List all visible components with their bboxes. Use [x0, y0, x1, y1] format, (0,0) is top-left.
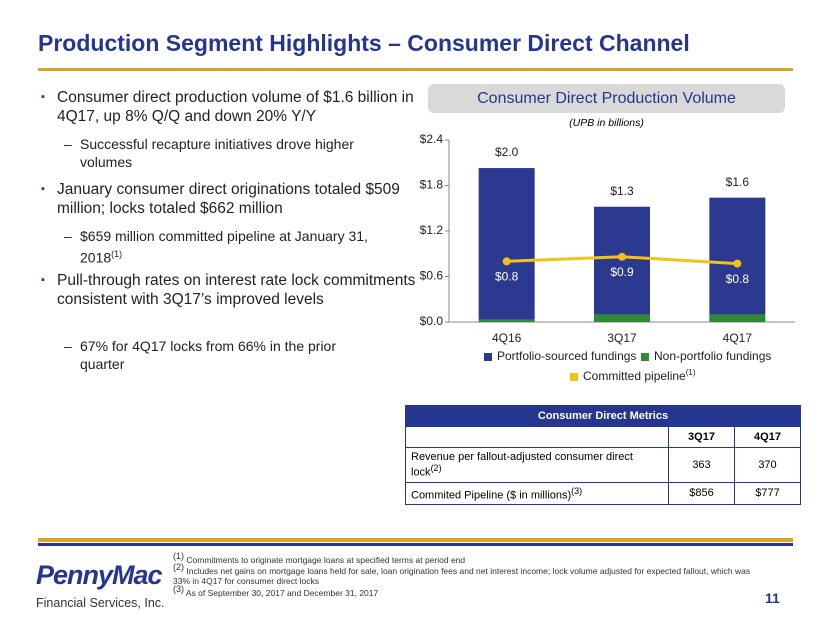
y-tick-label: $0.6	[420, 269, 444, 283]
bullet-text: Consumer direct production volume of $1.…	[57, 89, 414, 125]
bar	[709, 197, 766, 315]
chart-title: Consumer Direct Production Volume	[428, 84, 785, 113]
legend-note: (1)	[686, 368, 696, 377]
legend-name: Committed pipeline	[583, 369, 686, 383]
legend-label: Non-portfolio fundings	[654, 349, 771, 363]
point	[733, 259, 742, 268]
note: (3)	[571, 485, 583, 496]
bar	[709, 314, 766, 322]
legend-label: Committed pipeline(1)	[583, 368, 696, 383]
note: (1)	[111, 249, 123, 259]
footnote: (2) Includes net gains on mortgage loans…	[173, 562, 763, 586]
total-label: $1.6	[726, 175, 750, 189]
cell: 363	[668, 447, 735, 483]
bullet: January consumer direct originations tot…	[41, 180, 417, 218]
text: Includes net gains on mortgage loans hel…	[173, 565, 751, 586]
y-tick-label: $2.4	[420, 132, 444, 146]
x-tick-label: 4Q16	[492, 331, 522, 345]
row-label: Revenue per fallout-adjusted consumer di…	[405, 447, 669, 483]
footer-rule	[38, 543, 793, 546]
total-label: $1.3	[610, 184, 634, 198]
bullet-text: January consumer direct originations tot…	[57, 181, 400, 217]
footnote: (1) Commitments to originate mortgage lo…	[173, 551, 763, 565]
bullet-text: Successful recapture initiatives drove h…	[80, 136, 354, 170]
logo-tagline: Financial Services, Inc.	[36, 596, 165, 610]
bar	[478, 319, 535, 322]
label: Commited Pipeline ($ in millions)	[411, 489, 572, 502]
page-number: 11	[765, 590, 780, 606]
value-label: $0.8	[495, 270, 519, 284]
bar	[478, 168, 535, 320]
point	[502, 257, 511, 266]
value-label: $0.9	[610, 265, 634, 279]
point	[618, 252, 626, 261]
cell: 370	[734, 447, 801, 483]
table-title: Consumer Direct Metrics	[405, 405, 801, 427]
footnote: (3) As of September 30, 2017 and Decembe…	[173, 584, 763, 598]
text: Commitments to originate mortgage loans …	[186, 554, 466, 565]
mark: (1)	[173, 551, 184, 561]
bullet-text: 67% for 4Q17 locks from 66% in the prior…	[80, 338, 337, 372]
y-tick-label: $0.0	[420, 314, 444, 328]
x-tick-label: 3Q17	[607, 331, 637, 345]
label: Revenue per fallout-adjusted consumer di…	[411, 451, 633, 479]
footer-rule	[38, 538, 793, 542]
mark: (2)	[173, 562, 184, 572]
bullet: $659 million committed pipeline at Janua…	[64, 227, 380, 267]
bar	[594, 314, 650, 322]
legend-swatch	[570, 373, 578, 381]
title: Production Segment Highlights – Consumer…	[38, 30, 690, 56]
bullet-text: $659 million committed pipeline at Janua…	[80, 228, 368, 266]
legend-swatch	[484, 353, 492, 361]
legend-name: Portfolio-sourced fundings	[497, 349, 636, 363]
y-tick-label: $1.2	[420, 223, 444, 237]
chart: $0.0 $0.6 $1.2 $1.8 $2.4 4Q16 $2.0 3Q17 $1.3 4Q17…	[420, 132, 795, 383]
row-label: Commited Pipeline ($ in millions)(3)	[405, 481, 669, 506]
mark: (3)	[173, 584, 184, 594]
column-header: 3Q17	[668, 426, 735, 448]
cell: $856	[668, 481, 735, 506]
total-label: $2.0	[495, 145, 519, 159]
logo: PennyMac	[36, 560, 163, 590]
title-rule	[38, 68, 793, 71]
legend-name: Non-portfolio fundings	[654, 349, 771, 363]
metrics-table: Consumer Direct Metrics 3Q17 4Q17 Revenue…	[405, 405, 801, 506]
legend-label: Portfolio-sourced fundings	[497, 349, 636, 363]
legend-swatch	[641, 353, 649, 361]
bullet-text: Pull-through rates on interest rate lock…	[57, 272, 416, 308]
x-tick-label: 4Q17	[723, 331, 753, 345]
bullet: 67% for 4Q17 locks from 66% in the prior…	[64, 337, 380, 373]
text: As of September 30, 2017 and December 31…	[185, 587, 379, 598]
bullet: Consumer direct production volume of $1.…	[41, 88, 417, 126]
column-header: 4Q17	[734, 426, 801, 448]
bullet: Successful recapture initiatives drove h…	[64, 135, 380, 171]
cell: $777	[734, 481, 801, 506]
y-tick-label: $1.8	[420, 178, 444, 192]
chart-subtitle: (UPB in billions)	[569, 117, 644, 129]
note: (2)	[430, 463, 442, 473]
bullet: Pull-through rates on interest rate lock…	[41, 271, 417, 309]
value-label: $0.8	[726, 272, 750, 286]
